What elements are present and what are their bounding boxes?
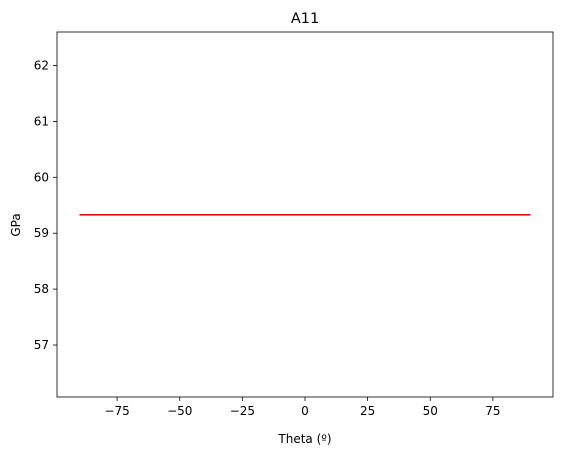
- x-tick-label: 25: [360, 404, 375, 418]
- x-tick-label: −50: [167, 404, 192, 418]
- x-axis: −75 −50 −25 0 25 50 75: [104, 397, 501, 418]
- chart-title: A11: [291, 11, 319, 27]
- x-tick-label: 0: [301, 404, 309, 418]
- y-axis: 57 58 59 60 61 62: [34, 59, 57, 352]
- x-tick-label: 50: [423, 404, 438, 418]
- y-axis-label: GPa: [9, 213, 23, 236]
- x-axis-label: Theta (º): [277, 432, 331, 446]
- x-tick-label: −75: [104, 404, 129, 418]
- x-tick-label: 75: [485, 404, 500, 418]
- y-tick-label: 57: [34, 338, 49, 352]
- y-tick-label: 61: [34, 114, 49, 128]
- y-tick-label: 58: [34, 282, 49, 296]
- x-tick-label: −25: [230, 404, 255, 418]
- y-tick-label: 59: [34, 226, 49, 240]
- y-tick-label: 60: [34, 170, 49, 184]
- y-tick-label: 62: [34, 59, 49, 73]
